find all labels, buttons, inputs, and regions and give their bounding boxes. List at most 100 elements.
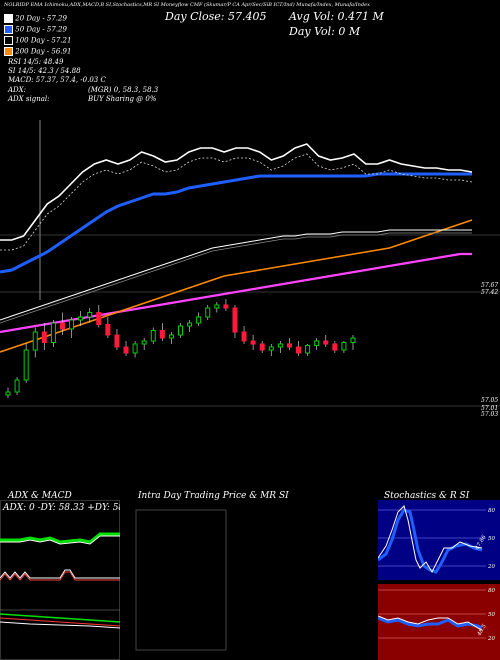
candle-up	[78, 316, 84, 321]
y-tick-label: 57.67	[481, 282, 498, 289]
candle-up	[87, 312, 93, 318]
candle-up	[305, 345, 311, 354]
legend-ema50-swatch	[4, 25, 13, 34]
candle-up	[268, 346, 274, 351]
candle-up	[69, 319, 75, 330]
rsi-signal-line	[378, 615, 483, 631]
legend-ema20-swatch	[4, 14, 13, 23]
grid-lines	[0, 120, 500, 407]
ema100-line	[0, 229, 472, 321]
candle-up	[214, 304, 220, 309]
si-label: SI 14/5: 42.3 / 54.88	[8, 67, 81, 75]
candle-up	[350, 337, 356, 343]
y-tick-label: 57.01	[481, 405, 498, 412]
adx-plus-di-line	[0, 532, 120, 544]
stoch-k-line	[378, 508, 483, 574]
candle-up	[132, 343, 138, 354]
rsi-tick-label: 80	[488, 588, 495, 594]
macd-hist-line	[0, 621, 120, 629]
candle-down	[41, 331, 47, 343]
adx-label: ADX:	[8, 86, 27, 94]
rsi-line	[378, 616, 483, 630]
candle-down	[241, 331, 247, 342]
candle-up	[341, 342, 347, 351]
chart-header-line: NOLRIDP EMA Ichimoku,ADX,MACD,B SI,Stoch…	[4, 2, 370, 8]
legend-ema50: 50 Day - 57.29	[4, 25, 67, 34]
intraday-panel-title: Intra Day Trading Price & MR SI	[138, 491, 289, 501]
stoch-tick-label: 20	[487, 564, 495, 570]
candle-down	[259, 343, 265, 351]
adx-values-label: ADX: 0 -DY: 58.33 +DY: 58.33	[2, 503, 120, 513]
candle-up	[150, 330, 156, 342]
rsi-label: RSI 14/5: 48.49	[8, 58, 64, 66]
candle-down	[114, 334, 120, 348]
adx-lines	[0, 532, 120, 629]
candle-up	[196, 316, 202, 324]
ema20-line	[0, 143, 473, 241]
candle-down	[223, 304, 229, 309]
y-tick-label: 57.03	[481, 411, 498, 418]
intraday-panel	[135, 509, 227, 651]
candles	[5, 299, 356, 398]
mrsi-label: (MGR) 0, 58.3, 58.3	[88, 86, 159, 94]
candle-down	[59, 322, 65, 330]
y-tick-label: 57.42	[481, 289, 498, 296]
legend-ema200-text: 200 Day - 56.91	[15, 47, 72, 56]
day-vol-label: Day Vol: 0 M	[289, 25, 361, 38]
legend-ema100: 100 Day - 57.21	[4, 36, 71, 45]
adx-red-line	[0, 571, 120, 581]
candle-down	[286, 343, 292, 348]
candle-up	[141, 340, 147, 345]
buy-label: BUY Sharing @ 0%	[88, 95, 157, 103]
macd-label: MACD: 57.37, 57.4, -0.03 C	[8, 76, 106, 84]
stoch-grid: 80 50 20 80 50 20	[378, 508, 495, 642]
rsi-tick-label: 20	[487, 636, 495, 642]
stoch-tick-label: 50	[488, 536, 495, 542]
ema200-line	[0, 219, 473, 353]
candle-up	[50, 322, 56, 343]
ema50-line	[0, 172, 472, 274]
macd-signal-line	[0, 617, 120, 627]
legend-ema200-swatch	[4, 47, 13, 56]
adx-signal-label: ADX signal:	[8, 95, 50, 103]
candle-up	[168, 334, 174, 339]
stoch-d-line	[378, 505, 483, 574]
candle-up	[314, 340, 320, 346]
candle-up	[178, 325, 183, 336]
legend-ema100-text: 100 Day - 57.21	[15, 36, 72, 45]
main-price-chart: 01 Oct02 Oct03 Oct04 Oct07 Oct08 Oct09 O…	[0, 120, 500, 418]
candle-down	[96, 312, 102, 325]
candle-down	[232, 307, 238, 333]
intraday-inner-box	[135, 509, 227, 651]
candle-up	[32, 331, 38, 351]
legend-ema20: 20 Day - 57.29	[4, 14, 67, 23]
avg-vol-label: Avg Vol: 0.471 M	[289, 10, 384, 23]
adx-panel-title: ADX & MACD	[8, 491, 72, 501]
candle-down	[123, 346, 129, 354]
y-tick-label: 57.05	[481, 397, 498, 404]
candle-down	[250, 340, 256, 345]
candle-down	[296, 346, 302, 354]
candle-up	[23, 349, 29, 381]
candle-up	[187, 322, 193, 327]
candle-down	[332, 343, 338, 351]
candle-up	[277, 343, 283, 348]
candle-down	[159, 330, 165, 339]
adx-minus-di-line	[0, 535, 120, 545]
legend-ema200: 200 Day - 56.91	[4, 47, 71, 56]
rsi-tick-label: 50	[488, 612, 495, 618]
candle-up	[14, 379, 20, 393]
legend-ema20-text: 20 Day - 57.29	[15, 14, 67, 23]
stoch-tick-label: 80	[488, 508, 495, 514]
ema100-band-line	[0, 232, 472, 324]
candle-up	[205, 307, 211, 318]
legend-ema50-text: 50 Day - 57.29	[15, 25, 67, 34]
adx-line	[0, 569, 120, 579]
stoch-panel-title: Stochastics & R SI	[384, 491, 470, 501]
candle-down	[105, 324, 111, 336]
legend-ema100-swatch	[4, 36, 13, 45]
candle-down	[323, 340, 329, 345]
day-close-label: Day Close: 57.405	[165, 10, 267, 23]
